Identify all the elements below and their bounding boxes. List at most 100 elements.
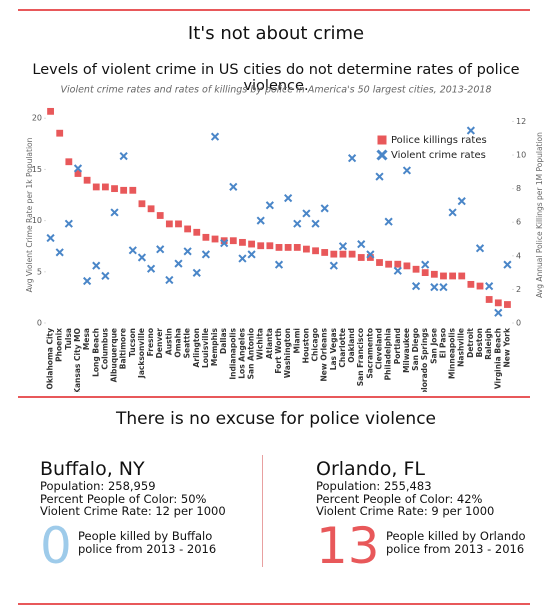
- y2-tick-label: 2: [516, 285, 521, 294]
- x-tick-label: Denver: [155, 328, 164, 359]
- marker-square: [458, 272, 466, 280]
- x-tick-label: San Jose: [429, 328, 438, 364]
- marker-x: [64, 219, 73, 228]
- marker-x: [366, 250, 375, 259]
- page-title: It's not about crime: [187, 23, 365, 44]
- marker-square: [412, 265, 420, 273]
- x-tick-label: Columbus: [100, 327, 109, 369]
- marker-x: [320, 204, 329, 213]
- marker-x: [274, 260, 284, 269]
- y-axis-label: Avg Violent Crime Rate per 1k Population: [25, 137, 34, 292]
- marker-square: [321, 249, 329, 256]
- marker-square: [229, 237, 237, 245]
- marker-x: [347, 154, 357, 163]
- divider: [262, 455, 263, 567]
- marker-x: [146, 264, 156, 273]
- marker-x: [137, 253, 147, 262]
- city-info: Orlando, FL Population: 255,483 Percent Pe…: [316, 458, 546, 518]
- x-tick-label: Minneapolis: [448, 327, 457, 379]
- x-tick-label: Albuquerque: [110, 328, 119, 382]
- x-tick-label: San Francisco: [356, 328, 365, 386]
- city-stat: Population: 258,959: [40, 479, 156, 493]
- city-stat: Population: 255,483: [316, 479, 432, 493]
- x-tick-label: Tulsa: [64, 328, 73, 350]
- x-tick-label: Los Angeles: [237, 327, 246, 378]
- x-tick-label: Fresno: [146, 328, 155, 356]
- marker-x: [165, 275, 174, 285]
- legend-label: Violent crime rates: [391, 150, 486, 161]
- marker-square: [165, 220, 173, 228]
- marker-x: [101, 271, 110, 281]
- marker-x: [46, 233, 55, 243]
- marker-square: [220, 237, 228, 245]
- marker-x: [238, 254, 247, 263]
- marker-x: [183, 247, 192, 256]
- x-tick-label: San Diego: [411, 328, 420, 371]
- legend-item: Violent crime rates: [376, 149, 486, 161]
- marker-square: [156, 212, 164, 219]
- city-stat: Percent People of Color: 42%: [316, 491, 483, 506]
- marker-square: [403, 262, 411, 270]
- y2-tick-label: 6: [516, 218, 521, 227]
- marker-square: [184, 225, 192, 233]
- marker-square: [485, 296, 493, 303]
- marker-square: [449, 272, 457, 280]
- x-tick-label: Las Vegas: [329, 327, 338, 370]
- marker-x: [73, 164, 83, 173]
- marker-x: [411, 282, 421, 291]
- y2-tick-label: 8: [516, 184, 521, 193]
- marker-square: [56, 129, 64, 137]
- y2-tick-label: 10: [516, 151, 526, 160]
- marker-square: [494, 299, 502, 307]
- x-tick-label: Seattle: [183, 328, 192, 358]
- x-tick-label: Virginia Beach: [493, 328, 502, 389]
- y-tick-label: 20: [32, 114, 42, 123]
- marker-square: [284, 244, 292, 251]
- marker-x: [110, 208, 119, 217]
- x-tick-label: New Orleans: [320, 327, 329, 381]
- x-tick-label: Mesa: [82, 328, 91, 350]
- marker-square: [339, 250, 347, 258]
- y-tick-label: 0: [37, 319, 42, 328]
- marker-x: [156, 245, 165, 254]
- marker-x: [439, 283, 448, 292]
- x-tick-label: Phoenix: [55, 328, 64, 362]
- marker-x: [448, 208, 457, 217]
- x-tick-label: Miami: [292, 328, 301, 353]
- chart: Violent crime rates and rates of killing…: [25, 85, 544, 393]
- marker-square: [440, 272, 447, 280]
- marker-square: [377, 135, 387, 145]
- y-tick-label: 10: [32, 216, 42, 225]
- marker-x: [83, 276, 92, 286]
- rule: [18, 9, 530, 11]
- marker-square: [385, 260, 393, 268]
- x-tick-label: Washington: [283, 328, 292, 378]
- x-tick-label: Tucson: [128, 328, 137, 357]
- x-tick-label: Jacksonville: [137, 328, 146, 379]
- marker-square: [430, 270, 438, 278]
- marker-x: [265, 201, 274, 210]
- marker-x: [55, 248, 64, 257]
- city-name: Orlando, FL: [316, 458, 426, 480]
- marker-x: [210, 132, 220, 141]
- marker-x: [302, 209, 311, 218]
- marker-square: [193, 228, 201, 236]
- marker-x: [256, 216, 265, 225]
- killed-count: 0: [40, 517, 72, 575]
- marker-x: [430, 283, 439, 292]
- marker-x: [393, 266, 402, 275]
- marker-x: [201, 250, 211, 259]
- x-tick-label: Chicago: [311, 328, 320, 361]
- marker-x: [174, 259, 183, 268]
- y2-tick-label: 12: [516, 117, 526, 126]
- marker-square: [366, 254, 374, 261]
- y2-tick-label: 0: [516, 319, 521, 328]
- x-tick-label: New York: [502, 327, 511, 367]
- killed-text: People killed by Buffalo police from 201…: [78, 529, 217, 556]
- x-tick-label: San Antonio: [247, 328, 256, 379]
- x-tick-label: Fort Worth: [274, 328, 283, 374]
- marker-square: [293, 244, 301, 251]
- x-tick-label: Cleveland: [375, 328, 384, 369]
- marker-x: [119, 152, 128, 161]
